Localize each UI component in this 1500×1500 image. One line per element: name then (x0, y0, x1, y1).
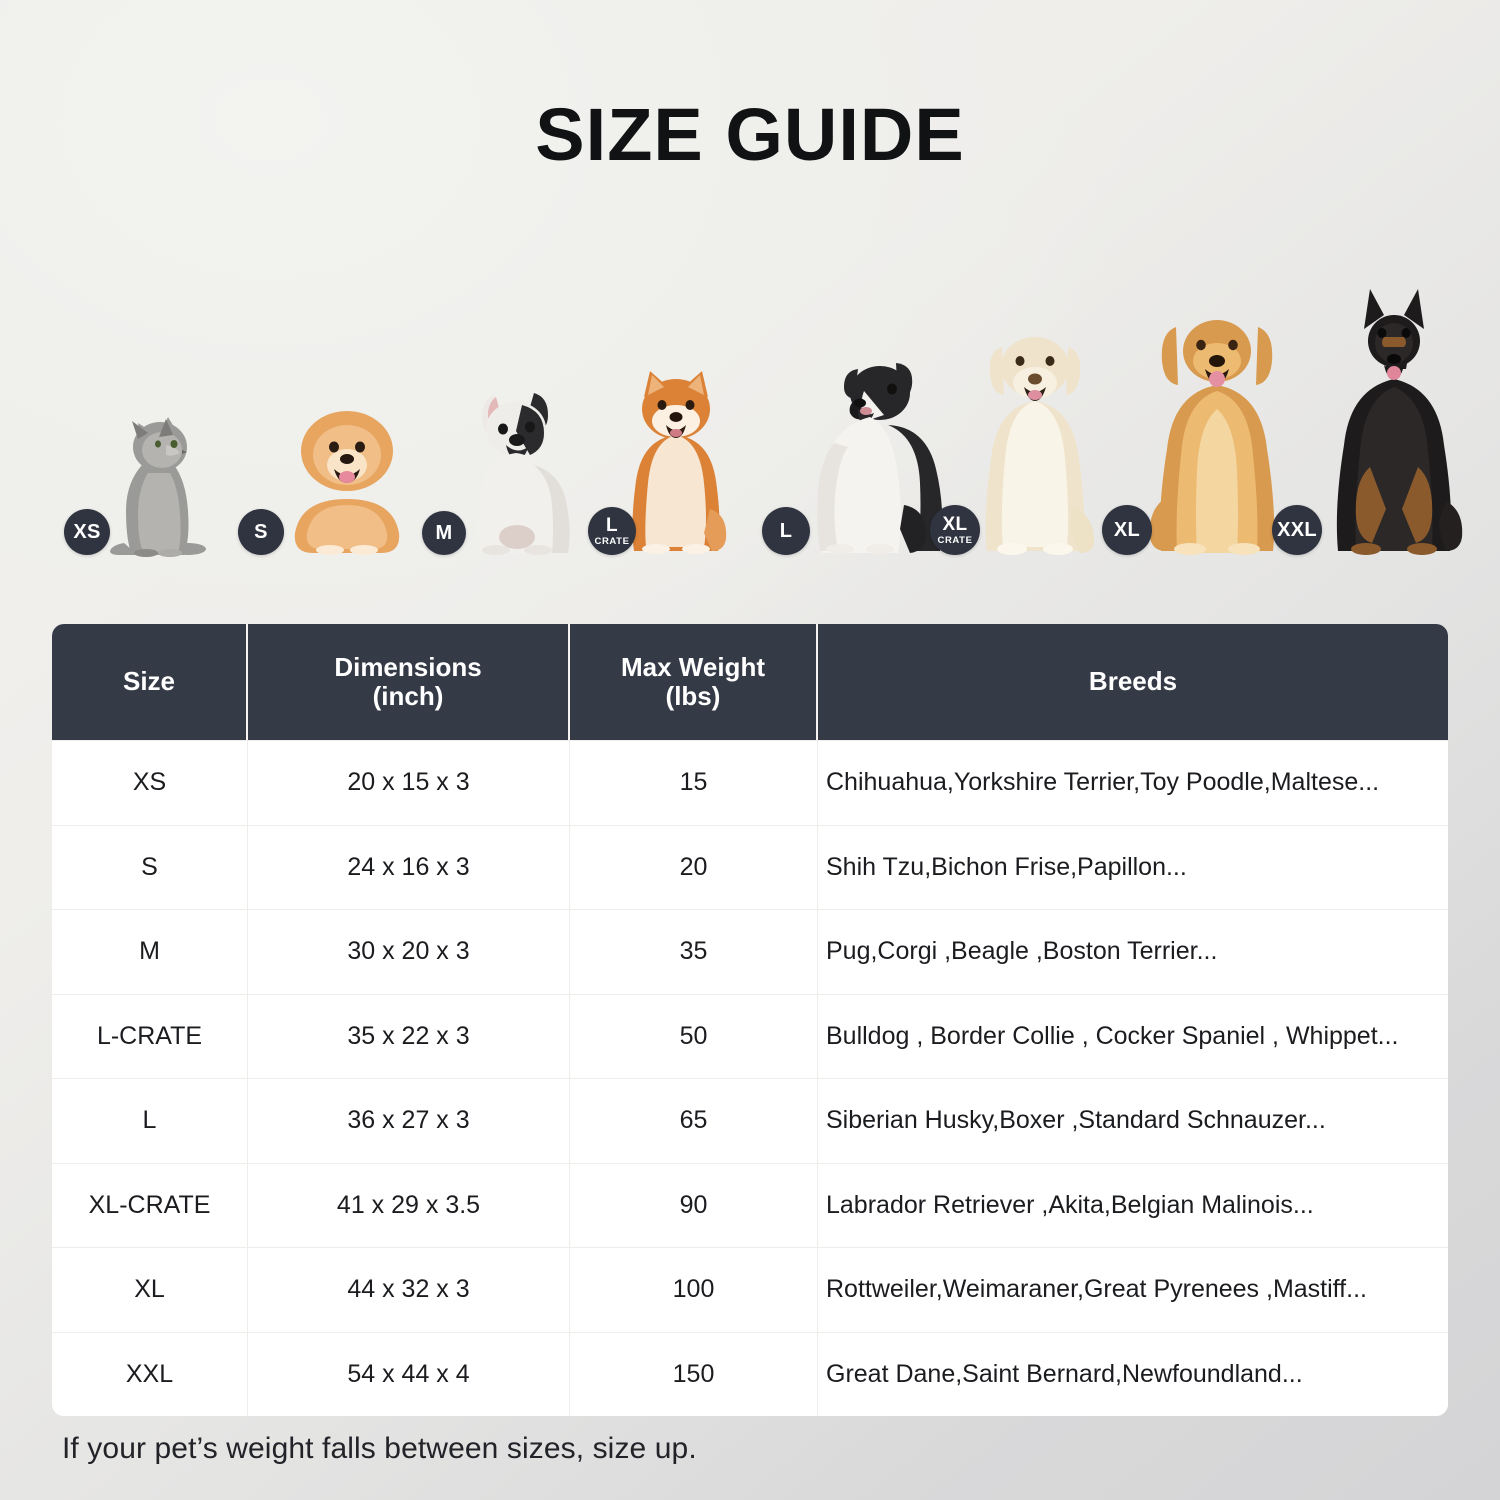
size-badge-label: XL (942, 513, 968, 535)
cell-breeds: Shih Tzu,Bichon Frise,Papillon... (826, 852, 1187, 881)
cell-dimensions: 44 x 32 x 3 (248, 1248, 570, 1332)
size-table: Size Dimensions (inch) Max Weight (lbs) … (52, 624, 1448, 1416)
cell-breeds: Labrador Retriever ,Akita,Belgian Malino… (826, 1190, 1314, 1219)
table-row: L-CRATE 35 x 22 x 3 50 Bulldog , Border Col… (52, 993, 1448, 1078)
column-header-max-weight: Max Weight (lbs) (570, 624, 818, 740)
cell-dimensions: 41 x 29 x 3.5 (248, 1163, 570, 1247)
size-badge-xxl: XXL (1272, 505, 1322, 555)
border-collie-icon (792, 347, 943, 555)
animal-size-lineup: XS S M L CRATE L XL CRAT (40, 255, 1463, 557)
cell-breeds: Pug,Corgi ,Beagle ,Boston Terrier... (826, 937, 1218, 966)
column-header-size: Size (52, 624, 248, 740)
size-badge-s: S (238, 509, 284, 555)
cell-dimensions: 54 x 44 x 4 (248, 1332, 570, 1416)
column-header-breeds: Breeds (818, 624, 1448, 740)
table-row: XL 44 x 32 x 3 100 Rottweiler,Weimaraner,Gr… (52, 1247, 1448, 1332)
cell-size: XL (52, 1248, 248, 1332)
size-badge-label: L (779, 520, 793, 542)
shiba-inu-icon (610, 359, 740, 555)
size-badge-label: XXL (1277, 519, 1317, 541)
size-badge-label: M (435, 522, 453, 544)
cell-size: L (52, 1079, 248, 1163)
cell-breeds: Siberian Husky,Boxer ,Standard Schnauzer… (826, 1106, 1326, 1135)
labrador-retriever-icon (962, 317, 1108, 555)
cell-max-weight: 150 (570, 1332, 818, 1416)
cell-max-weight: 20 (570, 825, 818, 909)
table-row: L 36 x 27 x 3 65 Siberian Husky,Boxer ,Stan… (52, 1078, 1448, 1163)
french-bulldog-icon (462, 387, 574, 555)
size-badge-xs: XS (64, 509, 110, 555)
cell-breeds: Bulldog , Border Collie , Cocker Spaniel… (826, 1021, 1399, 1050)
cell-size: M (52, 910, 248, 994)
cell-breeds: Chihuahua,Yorkshire Terrier,Toy Poodle,M… (826, 768, 1380, 797)
cell-max-weight: 65 (570, 1079, 818, 1163)
size-badge-l-crate: L CRATE (588, 507, 636, 555)
column-header-dimensions-label: Dimensions (334, 651, 482, 682)
size-badge-label: XL (1113, 519, 1141, 541)
table-row: M 30 x 20 x 3 35 Pug,Corgi ,Beagle ,Boston … (52, 909, 1448, 994)
size-badge-xl: XL (1102, 505, 1152, 555)
cell-dimensions: 20 x 15 x 3 (248, 741, 570, 825)
cell-max-weight: 90 (570, 1163, 818, 1247)
size-badge-xl-crate: XL CRATE (930, 505, 980, 555)
page-title: SIZE GUIDE (535, 93, 965, 176)
table-row: XXL 54 x 44 x 4 150 Great Dane,Saint Bernar… (52, 1331, 1448, 1416)
golden-retriever-icon (1138, 299, 1296, 555)
cell-size: XL-CRATE (52, 1163, 248, 1247)
footer-note: If your pet’s weight falls between sizes… (62, 1432, 697, 1465)
cell-dimensions: 24 x 16 x 3 (248, 825, 570, 909)
cell-dimensions: 35 x 22 x 3 (248, 994, 570, 1078)
grey-cat-icon (98, 403, 218, 557)
column-header-dimensions: Dimensions (inch) (248, 624, 570, 740)
table-row: S 24 x 16 x 3 20 Shih Tzu,Bichon Frise,Papi… (52, 824, 1448, 909)
cell-max-weight: 50 (570, 994, 818, 1078)
cell-size: XS (52, 741, 248, 825)
doberman-icon (1318, 287, 1470, 555)
cell-dimensions: 30 x 20 x 3 (248, 910, 570, 994)
table-row: XL-CRATE 41 x 29 x 3.5 90 Labrador Retrieve… (52, 1162, 1448, 1247)
size-badge-label: L (606, 514, 618, 536)
table-header-row: Size Dimensions (inch) Max Weight (lbs) … (52, 624, 1448, 740)
column-header-size-label: Size (122, 666, 176, 697)
column-header-max-weight-unit: (lbs) (665, 681, 721, 711)
cell-max-weight: 15 (570, 741, 818, 825)
cell-breeds: Rottweiler,Weimaraner,Great Pyrenees ,Ma… (826, 1275, 1367, 1304)
cell-dimensions: 36 x 27 x 3 (248, 1079, 570, 1163)
pomeranian-icon (272, 395, 422, 555)
column-header-breeds-label: Breeds (1088, 666, 1178, 697)
table-body: XS 20 x 15 x 3 15 Chihuahua,Yorkshire Terri… (52, 740, 1448, 1416)
table-row: XS 20 x 15 x 3 15 Chihuahua,Yorkshire Terri… (52, 740, 1448, 825)
size-badge-l: L (762, 507, 810, 555)
cell-size: S (52, 825, 248, 909)
cell-size: XXL (52, 1332, 248, 1416)
cell-size: L-CRATE (52, 994, 248, 1078)
column-header-dimensions-unit: (inch) (372, 681, 444, 711)
size-badge-sublabel: CRATE (594, 535, 630, 547)
column-header-max-weight-label: Max Weight (621, 651, 765, 682)
cell-breeds: Great Dane,Saint Bernard,Newfoundland... (826, 1359, 1303, 1388)
size-badge-sublabel: CRATE (937, 534, 973, 546)
size-badge-m: M (422, 511, 466, 555)
cell-max-weight: 100 (570, 1248, 818, 1332)
size-badge-label: XS (73, 521, 101, 543)
cell-max-weight: 35 (570, 910, 818, 994)
size-badge-label: S (254, 521, 268, 543)
